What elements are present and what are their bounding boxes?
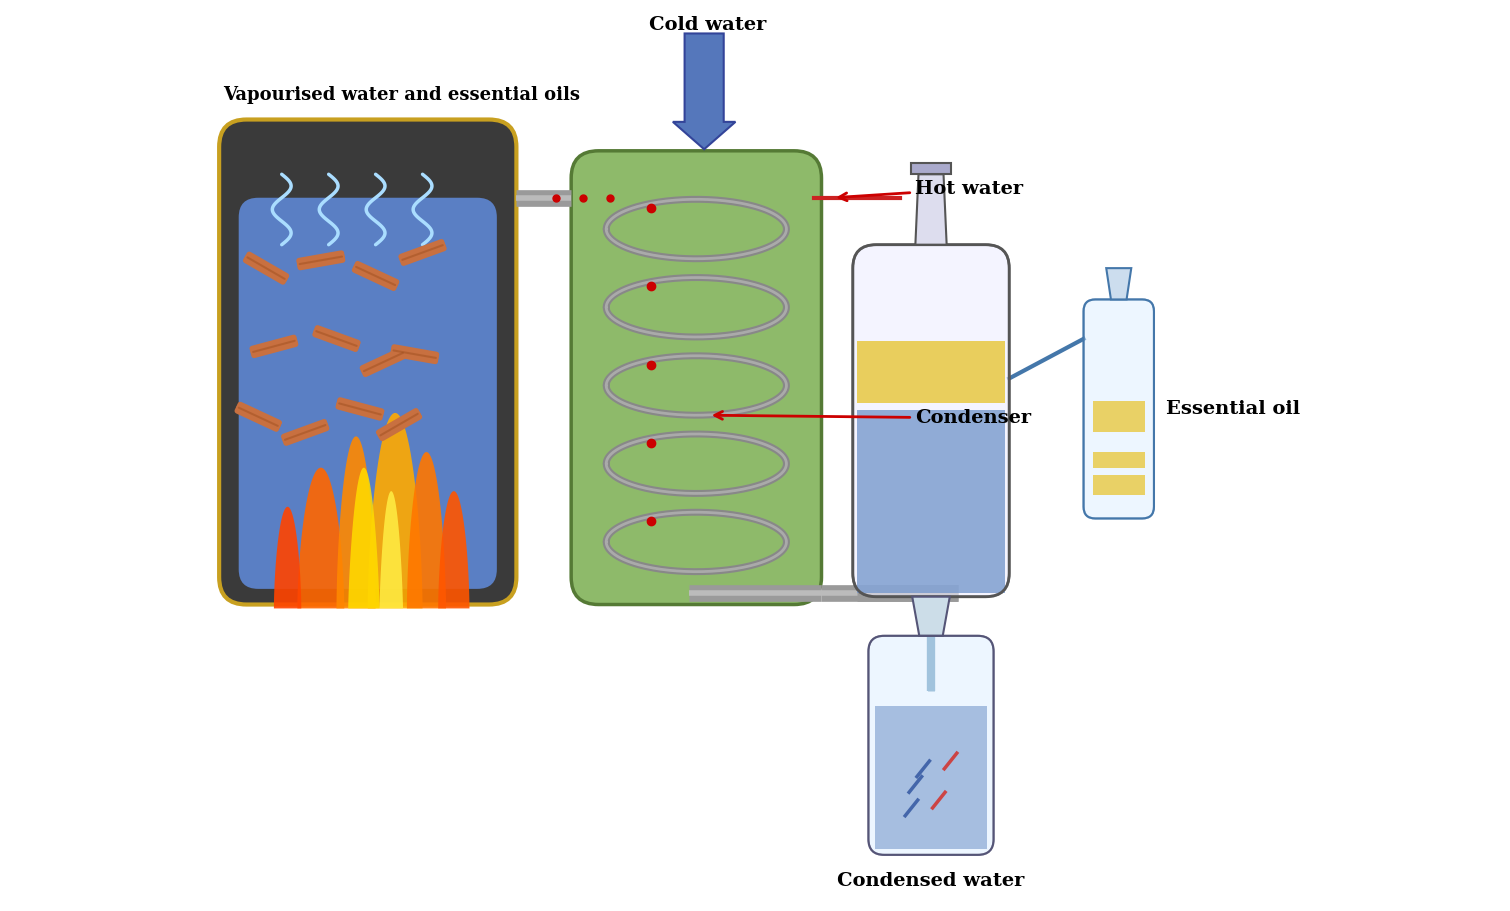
Text: Essential oil: Essential oil <box>1166 400 1300 418</box>
Text: Hot water: Hot water <box>840 179 1024 200</box>
Polygon shape <box>438 491 470 609</box>
FancyBboxPatch shape <box>239 198 497 589</box>
FancyBboxPatch shape <box>856 410 1006 593</box>
Bar <box>1093 476 1145 495</box>
Text: Condensed water: Condensed water <box>838 872 1025 890</box>
Text: Cold water: Cold water <box>649 15 767 34</box>
Polygon shape <box>297 467 344 609</box>
Polygon shape <box>368 413 423 609</box>
Text: Condenser: Condenser <box>714 409 1031 427</box>
Bar <box>1093 452 1145 467</box>
FancyBboxPatch shape <box>1084 300 1154 518</box>
Bar <box>874 706 988 848</box>
Polygon shape <box>349 467 379 609</box>
FancyBboxPatch shape <box>571 151 821 605</box>
FancyBboxPatch shape <box>856 341 1006 403</box>
Polygon shape <box>379 491 403 609</box>
Polygon shape <box>915 174 947 245</box>
Polygon shape <box>273 507 302 609</box>
Polygon shape <box>337 436 376 609</box>
Polygon shape <box>912 597 950 636</box>
FancyBboxPatch shape <box>219 119 516 605</box>
FancyArrow shape <box>673 34 735 149</box>
FancyBboxPatch shape <box>868 636 994 855</box>
Text: Vapourised water and essential oils: Vapourised water and essential oils <box>223 86 580 104</box>
FancyBboxPatch shape <box>853 245 1009 597</box>
Bar <box>912 162 951 174</box>
Polygon shape <box>406 452 445 609</box>
Polygon shape <box>1107 268 1131 300</box>
Bar <box>1093 401 1145 433</box>
